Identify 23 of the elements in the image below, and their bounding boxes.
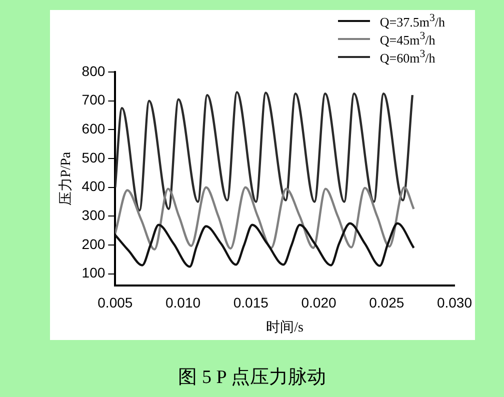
legend-label: Q=60m$^{3}$/h xyxy=(380,48,436,66)
y-tick-label: 500 xyxy=(82,149,106,166)
y-axis-title: 压力P/Pa xyxy=(58,151,74,206)
x-tick-label: 0.020 xyxy=(301,294,336,311)
x-tick-label: 0.025 xyxy=(369,294,404,311)
x-axis-title: 时间/s xyxy=(266,319,304,336)
line-series xyxy=(115,222,415,268)
x-tick-label: 0.005 xyxy=(98,294,133,311)
x-tick-label: 0.010 xyxy=(166,294,201,311)
y-tick-label: 700 xyxy=(82,92,106,108)
y-tick-label: 100 xyxy=(82,264,106,281)
line-series xyxy=(115,186,415,250)
y-tick-label: 400 xyxy=(82,178,106,194)
x-tick-label: 0.015 xyxy=(233,294,269,311)
y-tick-label: 800 xyxy=(82,62,106,79)
legend-label: Q=45m$^{3}$/h xyxy=(380,30,436,48)
y-tick-label: 200 xyxy=(82,236,106,252)
x-tick-label: 0.030 xyxy=(436,294,472,311)
line-series xyxy=(115,91,414,212)
y-tick-label: 600 xyxy=(82,120,106,137)
text: 图 5 P 点压力脉动 xyxy=(177,366,327,390)
legend-label: Q=37.5m$^{3}$/h xyxy=(380,12,445,30)
y-tick-label: 300 xyxy=(82,207,106,224)
